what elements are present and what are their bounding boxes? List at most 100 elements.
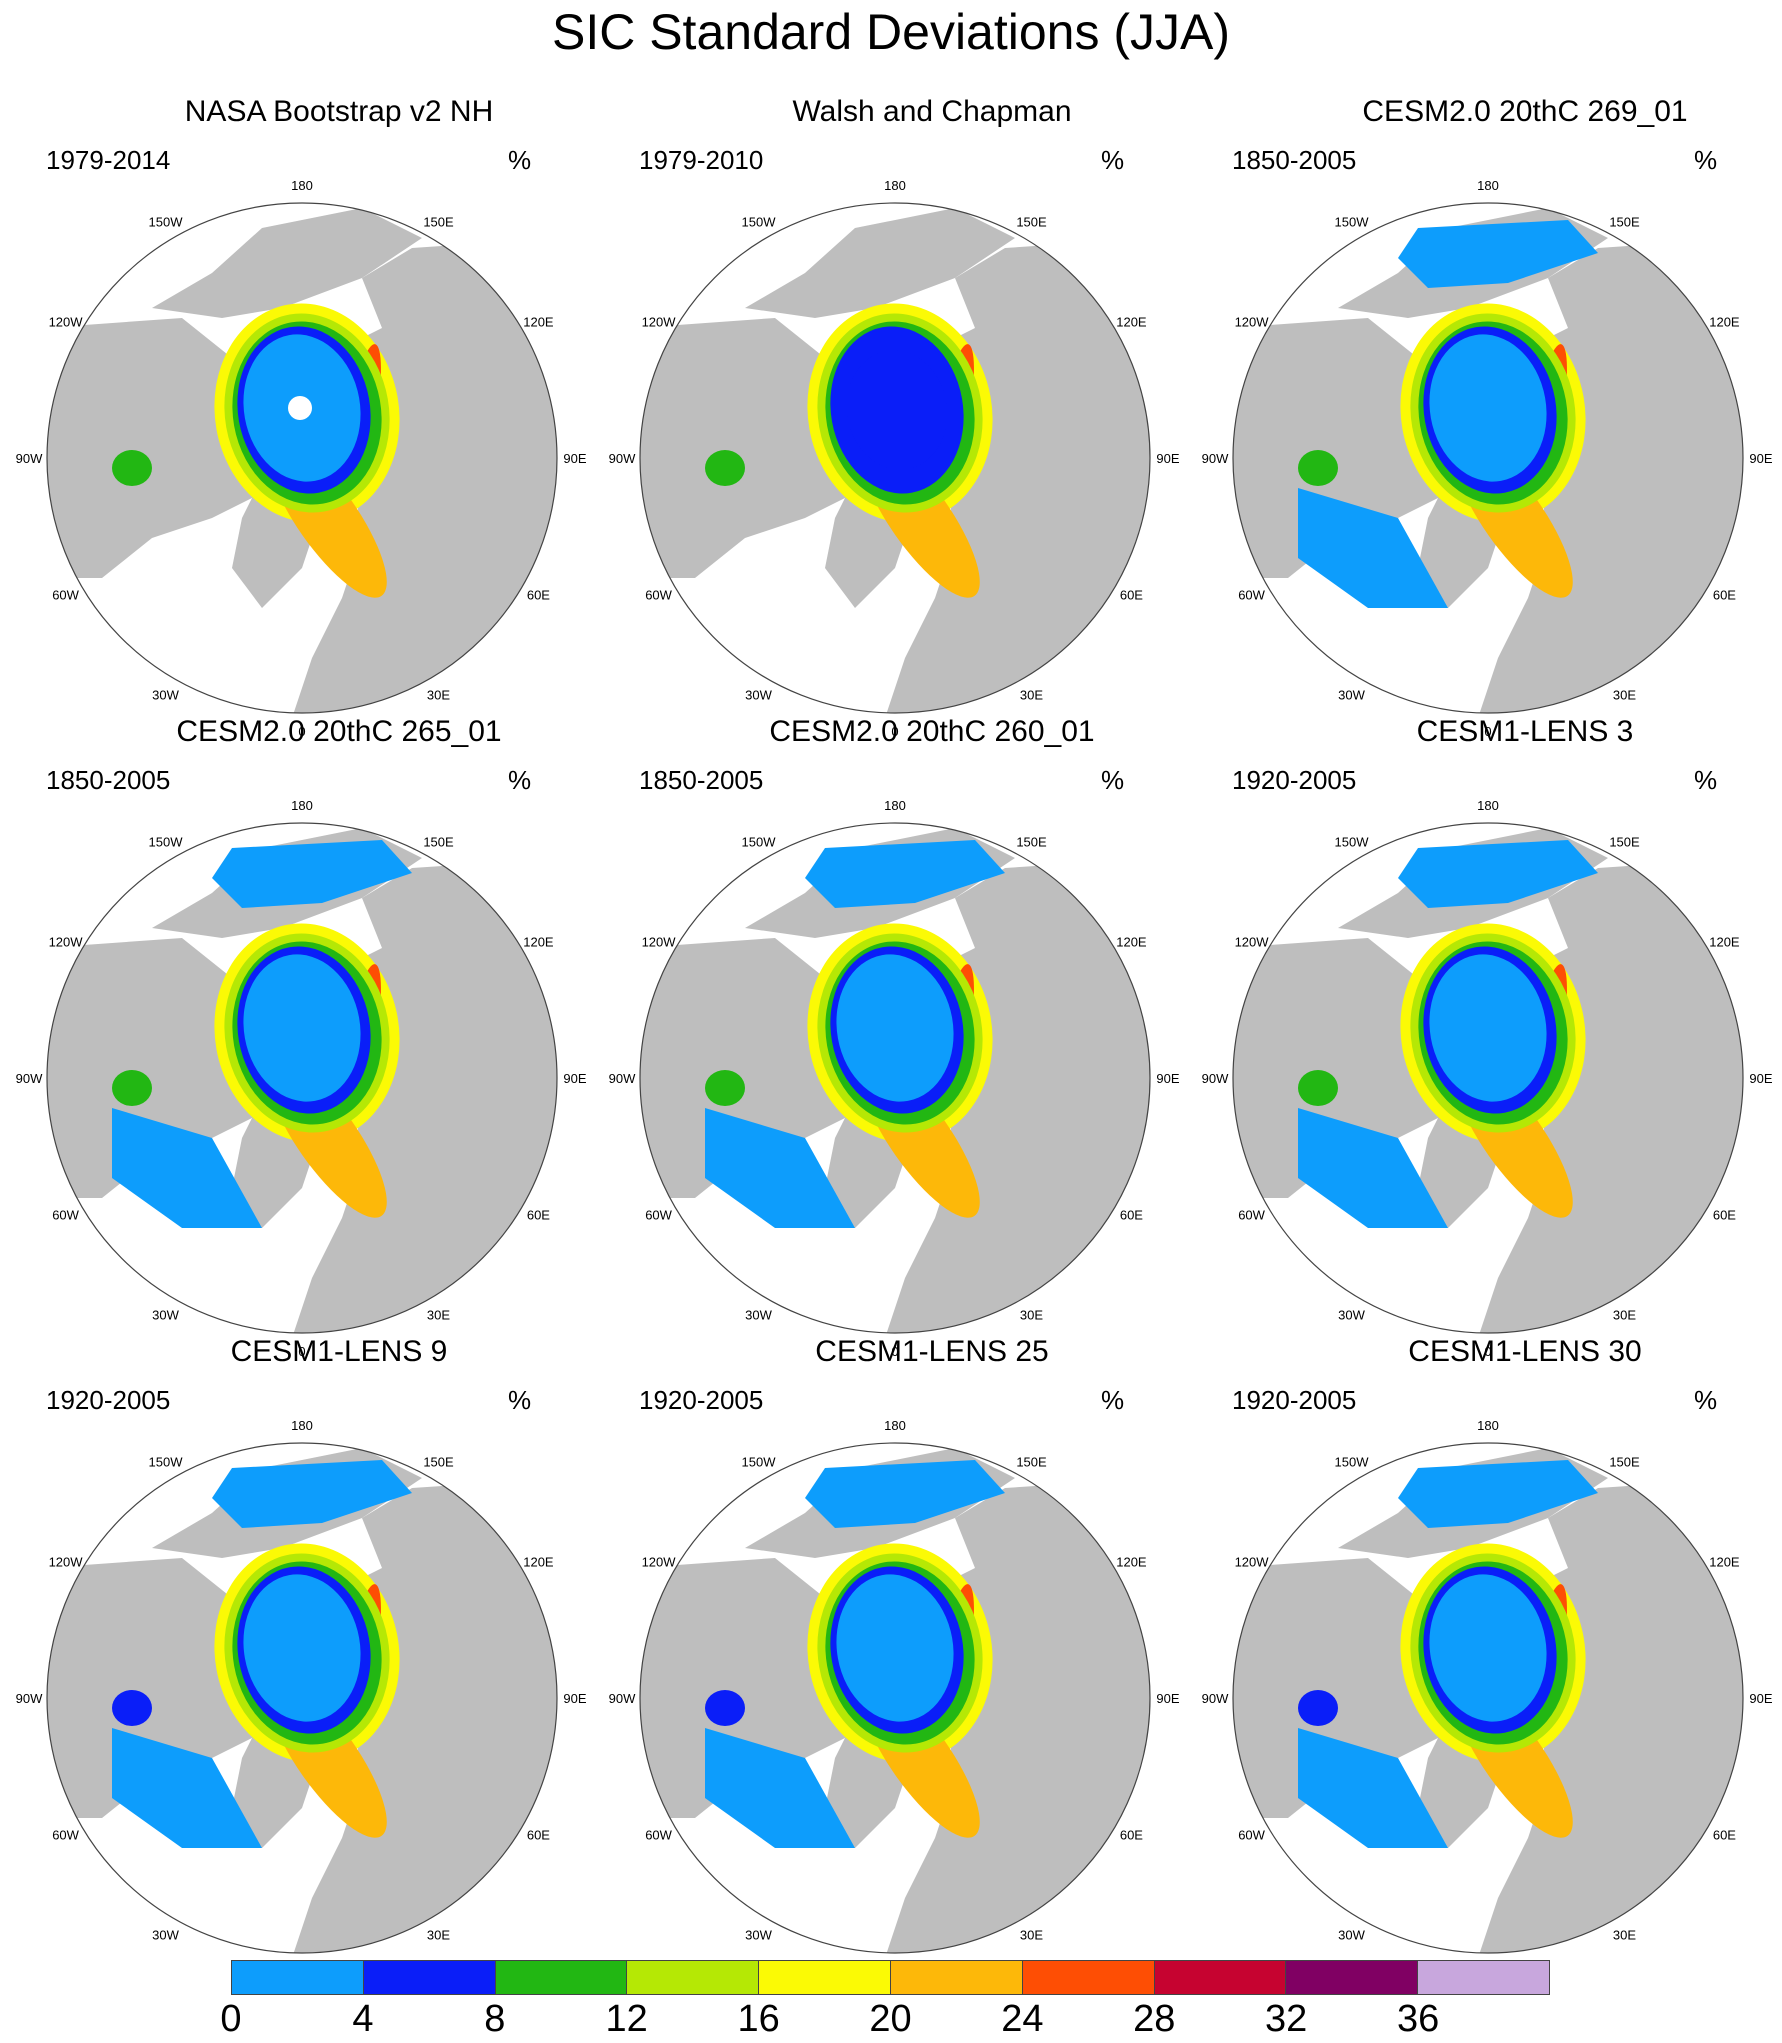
north-america-land bbox=[1233, 1558, 1458, 1818]
archipelago-island bbox=[779, 429, 799, 443]
archipelago-island bbox=[172, 412, 192, 424]
panel-period: 1979-2014 bbox=[46, 145, 171, 175]
archipelago-island bbox=[186, 1669, 206, 1683]
bering-sea-ice bbox=[212, 840, 412, 908]
longitude-label: 120E bbox=[1709, 935, 1740, 950]
longitude-label: 60W bbox=[1238, 1208, 1265, 1223]
panel-period: 1850-2005 bbox=[639, 765, 764, 795]
longitude-label: 30W bbox=[745, 1927, 772, 1942]
bering-sea-ice bbox=[212, 1460, 412, 1528]
north-america-land bbox=[640, 938, 865, 1198]
longitude-label: 30W bbox=[152, 1927, 179, 1942]
longitude-label: 30W bbox=[152, 687, 179, 702]
labrador-sea-ice bbox=[1298, 488, 1448, 608]
archipelago-island bbox=[202, 1685, 218, 1703]
longitude-label: 30E bbox=[1020, 1927, 1043, 1942]
map-panel: 180 150E 120E 90E 60E 30E 0 30W 60W 90W 120W 150W Wa… bbox=[609, 92, 1227, 739]
hudson-bay-field bbox=[705, 1690, 745, 1726]
longitude-label: 150W bbox=[1335, 835, 1370, 850]
longitude-label: 0 bbox=[298, 724, 305, 739]
longitude-label: 180 bbox=[1477, 178, 1499, 193]
north-america-land bbox=[47, 1558, 272, 1818]
colorbar-box bbox=[759, 1961, 891, 1994]
longitude-label: 150W bbox=[1335, 215, 1370, 230]
north-america-land bbox=[640, 318, 865, 578]
longitude-label: 150W bbox=[742, 215, 777, 230]
central-arctic-ice bbox=[836, 1574, 954, 1722]
panel-period: 1920-2005 bbox=[1232, 1385, 1357, 1415]
longitude-label: 0 bbox=[891, 1344, 898, 1359]
archipelago-island bbox=[1372, 1049, 1392, 1063]
longitude-label: 150W bbox=[742, 835, 777, 850]
longitude-label: 30E bbox=[427, 1927, 450, 1942]
map-perimeter bbox=[1232, 1442, 1744, 1954]
colorbar-tick-label: 32 bbox=[1265, 1998, 1308, 2040]
beringia-land bbox=[152, 208, 422, 318]
colorbar-tick-label: 24 bbox=[1001, 1998, 1044, 2040]
longitude-label: 150E bbox=[423, 1455, 454, 1470]
longitude-label: 120W bbox=[642, 315, 677, 330]
archipelago-island bbox=[202, 445, 218, 463]
longitude-label: 60W bbox=[1238, 588, 1265, 603]
panel-period: 1850-2005 bbox=[1232, 145, 1357, 175]
longitude-label: 90W bbox=[1202, 1691, 1229, 1706]
panel-title: NASA Bootstrap v2 NH bbox=[184, 95, 494, 128]
longitude-label: 150E bbox=[423, 215, 454, 230]
central-arctic-ice bbox=[243, 954, 361, 1102]
central-arctic-ice bbox=[243, 1574, 361, 1722]
hudson-bay-field bbox=[112, 1690, 152, 1726]
archipelago-island bbox=[1358, 1652, 1378, 1664]
colorbar-tick-label: 20 bbox=[869, 1998, 912, 2040]
bering-sea-ice bbox=[1398, 1460, 1598, 1528]
longitude-label: 150E bbox=[1016, 215, 1047, 230]
longitude-label: 60E bbox=[1713, 1208, 1736, 1223]
longitude-label: 60E bbox=[527, 588, 550, 603]
longitude-label: 90W bbox=[16, 1071, 43, 1086]
longitude-label: 150E bbox=[423, 835, 454, 850]
colorbar-tick-label: 28 bbox=[1133, 1998, 1176, 2040]
archipelago-island bbox=[795, 445, 811, 463]
hudson-bay-field bbox=[705, 1070, 745, 1106]
colorbar-box bbox=[232, 1961, 364, 1994]
hudson-bay-field bbox=[1298, 450, 1338, 486]
panel-period: 1979-2010 bbox=[639, 145, 764, 175]
archipelago-island bbox=[186, 1049, 206, 1063]
archipelago-island bbox=[779, 1669, 799, 1683]
longitude-label: 30E bbox=[1613, 687, 1636, 702]
archipelago-island bbox=[765, 1652, 785, 1664]
central-arctic-ice bbox=[846, 350, 948, 470]
hudson-bay-field bbox=[112, 450, 152, 486]
longitude-label: 120W bbox=[1235, 315, 1270, 330]
figure-title: SIC Standard Deviations (JJA) bbox=[551, 4, 1231, 60]
archipelago-island bbox=[1388, 445, 1404, 463]
labrador-sea-ice bbox=[705, 1728, 855, 1848]
longitude-label: 90E bbox=[1749, 1071, 1772, 1086]
central-arctic-ice bbox=[1429, 334, 1547, 482]
map-panel: 180 150E 120E 90E 60E 30E 0 30W 60W 90W 120W 150W CE… bbox=[16, 712, 634, 1359]
archipelago-island bbox=[1358, 1032, 1378, 1044]
longitude-label: 30W bbox=[1338, 1927, 1365, 1942]
panel-unit: % bbox=[1694, 765, 1718, 795]
labrador-sea-ice bbox=[112, 1728, 262, 1848]
longitude-label: 90E bbox=[1156, 451, 1179, 466]
longitude-label: 90W bbox=[16, 451, 43, 466]
longitude-label: 90W bbox=[1202, 451, 1229, 466]
north-america-land bbox=[47, 318, 272, 578]
longitude-label: 180 bbox=[884, 178, 906, 193]
longitude-label: 60E bbox=[1120, 1828, 1143, 1843]
north-america-land bbox=[1233, 938, 1458, 1198]
archipelago-island bbox=[172, 1032, 192, 1044]
beringia-land bbox=[745, 208, 1015, 318]
map-panel: 180 150E 120E 90E 60E 30E 0 30W 60W 90W 120W 150W CE… bbox=[1202, 92, 1782, 739]
north-america-land bbox=[47, 938, 272, 1198]
longitude-label: 60W bbox=[52, 1208, 79, 1223]
longitude-label: 30W bbox=[1338, 687, 1365, 702]
longitude-label: 90E bbox=[563, 1691, 586, 1706]
panel-unit: % bbox=[1101, 145, 1125, 175]
longitude-label: 90E bbox=[563, 451, 586, 466]
